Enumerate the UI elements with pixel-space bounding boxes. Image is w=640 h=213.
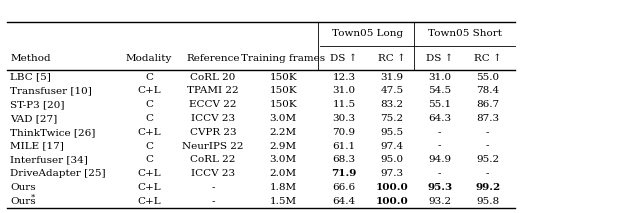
Text: -: - <box>211 183 215 192</box>
Text: 64.4: 64.4 <box>332 197 355 206</box>
Text: 97.4: 97.4 <box>380 142 403 151</box>
Text: C: C <box>145 100 153 109</box>
Text: 71.9: 71.9 <box>332 169 356 178</box>
Text: -: - <box>486 128 490 137</box>
Text: 86.7: 86.7 <box>476 100 499 109</box>
Text: Modality: Modality <box>126 54 172 63</box>
Text: 47.5: 47.5 <box>380 86 403 95</box>
Text: 66.6: 66.6 <box>332 183 355 192</box>
Text: C+L: C+L <box>138 183 161 192</box>
Text: VAD [27]: VAD [27] <box>10 114 58 123</box>
Text: 11.5: 11.5 <box>332 100 355 109</box>
Text: 55.0: 55.0 <box>476 73 499 82</box>
Text: -: - <box>438 128 442 137</box>
Text: 150K: 150K <box>269 73 297 82</box>
Text: 3.0M: 3.0M <box>269 114 297 123</box>
Text: 150K: 150K <box>269 100 297 109</box>
Text: 100.0: 100.0 <box>376 183 408 192</box>
Text: C+L: C+L <box>138 169 161 178</box>
Text: 75.2: 75.2 <box>380 114 403 123</box>
Text: 95.0: 95.0 <box>380 155 403 164</box>
Text: C: C <box>145 155 153 164</box>
Text: -: - <box>211 197 215 206</box>
Text: ST-P3 [20]: ST-P3 [20] <box>10 100 65 109</box>
Text: C: C <box>145 114 153 123</box>
Text: 78.4: 78.4 <box>476 86 499 95</box>
Text: 31.0: 31.0 <box>428 73 451 82</box>
Text: ThinkTwice [26]: ThinkTwice [26] <box>10 128 95 137</box>
Text: 64.3: 64.3 <box>428 114 451 123</box>
Text: 93.2: 93.2 <box>428 197 451 206</box>
Text: Town05 Short: Town05 Short <box>428 29 502 39</box>
Text: ECCV 22: ECCV 22 <box>189 100 237 109</box>
Text: 100.0: 100.0 <box>376 197 408 206</box>
Text: 95.2: 95.2 <box>476 155 499 164</box>
Text: -: - <box>486 142 490 151</box>
Text: 61.1: 61.1 <box>332 142 355 151</box>
Text: 1.8M: 1.8M <box>269 183 297 192</box>
Text: 70.9: 70.9 <box>332 128 355 137</box>
Text: C+L: C+L <box>138 197 161 206</box>
Text: 2.9M: 2.9M <box>269 142 297 151</box>
Text: C: C <box>145 73 153 82</box>
Text: 55.1: 55.1 <box>428 100 451 109</box>
Text: -: - <box>486 169 490 178</box>
Text: ICCV 23: ICCV 23 <box>191 169 235 178</box>
Text: 95.5: 95.5 <box>380 128 403 137</box>
Text: 12.3: 12.3 <box>332 73 355 82</box>
Text: Training frames: Training frames <box>241 54 325 63</box>
Text: Town05 Long: Town05 Long <box>332 29 403 39</box>
Text: -: - <box>438 142 442 151</box>
Text: *: * <box>31 193 35 201</box>
Text: DS ↑: DS ↑ <box>330 54 358 63</box>
Text: 31.0: 31.0 <box>332 86 355 95</box>
Text: Method: Method <box>10 54 51 63</box>
Text: 150K: 150K <box>269 86 297 95</box>
Text: C+L: C+L <box>138 128 161 137</box>
Text: 99.2: 99.2 <box>475 183 500 192</box>
Text: TPAMI 22: TPAMI 22 <box>188 86 239 95</box>
Text: Transfuser [10]: Transfuser [10] <box>10 86 92 95</box>
Text: Ours: Ours <box>10 197 36 206</box>
Text: 95.3: 95.3 <box>427 183 452 192</box>
Text: 97.3: 97.3 <box>380 169 403 178</box>
Text: ICCV 23: ICCV 23 <box>191 114 235 123</box>
Text: NeurIPS 22: NeurIPS 22 <box>182 142 244 151</box>
Text: Interfuser [34]: Interfuser [34] <box>10 155 88 164</box>
Text: C: C <box>145 142 153 151</box>
Text: 2.0M: 2.0M <box>269 169 297 178</box>
Text: -: - <box>438 169 442 178</box>
Text: 83.2: 83.2 <box>380 100 403 109</box>
Text: RC ↑: RC ↑ <box>378 54 406 63</box>
Text: Ours: Ours <box>10 183 36 192</box>
Text: CoRL 22: CoRL 22 <box>190 155 236 164</box>
Text: RC ↑: RC ↑ <box>474 54 502 63</box>
Text: 30.3: 30.3 <box>332 114 355 123</box>
Text: 3.0M: 3.0M <box>269 155 297 164</box>
Text: Reference: Reference <box>186 54 240 63</box>
Text: 31.9: 31.9 <box>380 73 403 82</box>
Text: 87.3: 87.3 <box>476 114 499 123</box>
Text: MILE [17]: MILE [17] <box>10 142 64 151</box>
Text: 54.5: 54.5 <box>428 86 451 95</box>
Text: LBC [5]: LBC [5] <box>10 73 51 82</box>
Text: 68.3: 68.3 <box>332 155 355 164</box>
Text: 2.2M: 2.2M <box>269 128 297 137</box>
Text: CVPR 23: CVPR 23 <box>189 128 236 137</box>
Text: 95.8: 95.8 <box>476 197 499 206</box>
Text: CoRL 20: CoRL 20 <box>190 73 236 82</box>
Text: DriveAdapter [25]: DriveAdapter [25] <box>10 169 106 178</box>
Text: 94.9: 94.9 <box>428 155 451 164</box>
Text: C+L: C+L <box>138 86 161 95</box>
Text: DS ↑: DS ↑ <box>426 54 453 63</box>
Text: 1.5M: 1.5M <box>269 197 297 206</box>
